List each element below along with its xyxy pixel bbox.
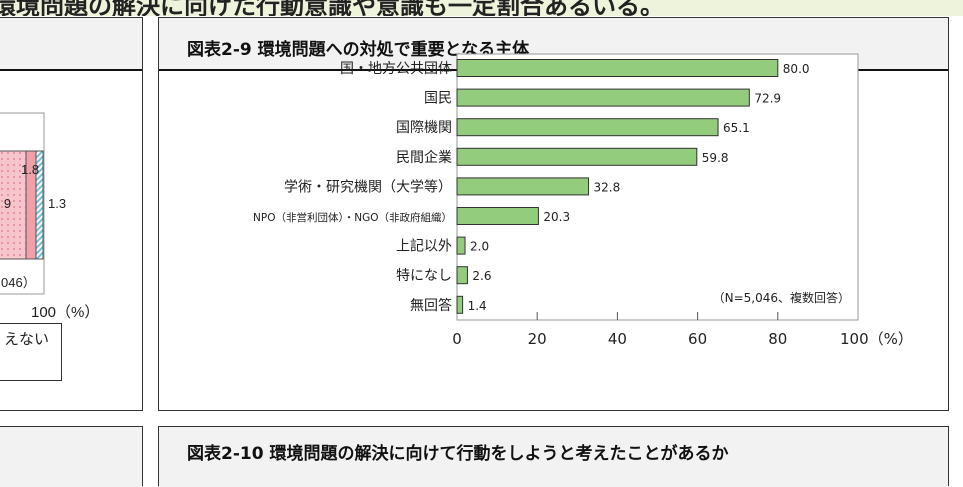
category-label: 学術・研究機関（大学等）	[284, 178, 452, 195]
value-label: 80.0	[783, 62, 810, 76]
annotation: （N=5,046、複数回答）	[713, 290, 850, 305]
bar	[456, 295, 464, 314]
chart-title-2-10: 図表2-10 環境問題の解決に向けて行動をしようと考えたことがあるか	[187, 444, 729, 464]
legend-text: えない	[4, 331, 50, 348]
chart-panel-2-10: 図表2-10 環境問題の解決に向けて行動をしようと考えたことがあるか	[158, 426, 949, 487]
axis-end-label: 100（%）	[31, 304, 100, 321]
value-label: 20.3	[543, 210, 570, 224]
label-a: 1.8	[21, 162, 40, 177]
bottom-left-panel	[0, 426, 143, 487]
value-label: 1.4	[468, 299, 487, 313]
value-label: 2.6	[472, 269, 491, 283]
category-label: 国際機関	[396, 120, 452, 136]
label-c: 1.3	[48, 196, 67, 211]
bar	[456, 88, 750, 107]
bar	[456, 266, 468, 285]
x-tick-label: 80	[768, 330, 787, 348]
category-label: 民間企業	[396, 149, 452, 166]
left-panel-header	[0, 18, 142, 71]
chart-header-2-10: 図表2-10 環境問題の解決に向けて行動をしようと考えたことがあるか	[159, 427, 948, 487]
x-tick-label: 40	[608, 330, 627, 348]
label-b: 5.9	[0, 196, 12, 211]
bar	[456, 177, 590, 196]
bar	[456, 59, 779, 77]
n-label: 046）	[1, 275, 36, 290]
value-label: 59.8	[702, 151, 729, 165]
left-chart-panel: 1.8 5.9 1.3 046） 100（%） えない	[0, 17, 143, 411]
bar	[456, 207, 539, 225]
value-label: 65.1	[723, 121, 750, 135]
section-banner: 環境問題の解決に向けた行動意識や意識も一定割合あるいる。	[0, 0, 963, 16]
bar-segment-dotted	[0, 150, 27, 260]
bar	[456, 236, 466, 255]
chart-title: 図表2-9 環境問題への対処で重要となる主体	[187, 40, 530, 60]
value-label: 2.0	[470, 240, 489, 254]
legend-box: えない	[0, 323, 62, 381]
x-tick-label: 0	[452, 330, 462, 348]
x-tick-label: 20	[528, 330, 547, 348]
bar-segment-hatched	[35, 150, 44, 260]
category-label: 無回答	[410, 297, 452, 314]
bar	[456, 118, 719, 137]
category-label: 特になし	[396, 268, 452, 284]
banner-text: 環境問題の解決に向けた行動意識や意識も一定割合あるいる。	[0, 0, 664, 16]
category-label: 国民	[424, 91, 452, 107]
bar	[456, 147, 698, 166]
chart-panel-2-9: 図表2-9 環境問題への対処で重要となる主体 国・地方公共団体 80.0 国民 72.…	[158, 17, 949, 411]
x-tick-label: 100（%）	[840, 330, 913, 348]
x-tick-label: 60	[688, 330, 707, 348]
bar-chart: 国・地方公共団体 80.0 国民 72.9 国際機関 65.1 民間企業 59.8 学術・研究機…	[253, 53, 913, 348]
left-stacked-bar	[0, 112, 45, 295]
category-label: 上記以外	[396, 238, 452, 255]
bottom-left-header	[0, 427, 142, 487]
category-label: NPO（非営利団体）・NGO（非政府組織）	[253, 211, 452, 224]
value-label: 72.9	[754, 92, 781, 106]
value-label: 32.8	[594, 180, 621, 194]
category-label: 国・地方公共団体	[340, 61, 452, 77]
